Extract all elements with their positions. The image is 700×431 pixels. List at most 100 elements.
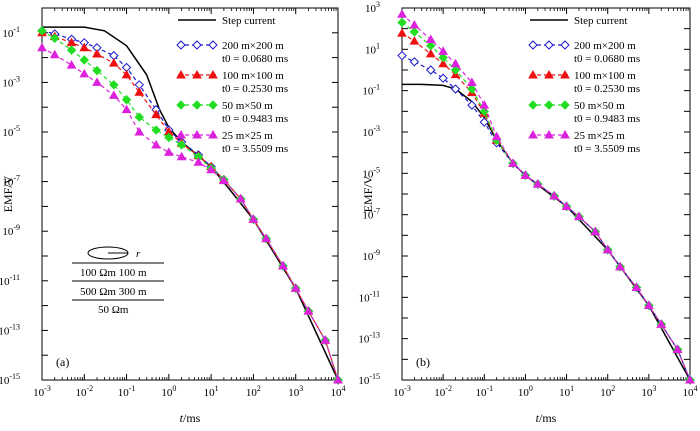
data-point [208, 69, 218, 79]
data-point [176, 151, 187, 161]
y-tick-base: 10 [0, 375, 10, 387]
data-point [685, 374, 695, 384]
y-tick-base: 10 [362, 86, 374, 98]
data-point [66, 45, 77, 55]
legend-item: 200 m×200 mt0 = 0.0680 ms [176, 40, 288, 65]
data-point [574, 211, 584, 221]
data-point [208, 40, 218, 50]
x-tick-base: 10 [434, 387, 446, 399]
data-point [426, 65, 436, 75]
data-point [508, 158, 518, 167]
series-step-current [402, 83, 691, 381]
data-point [192, 100, 202, 110]
data-point [544, 40, 554, 50]
y-tick-base: 10 [2, 28, 14, 40]
x-tick-exp: 0 [172, 384, 176, 393]
y-tick-exp: -5 [13, 124, 20, 133]
x-tick-exp: 0 [529, 384, 533, 393]
x-axis-label: t/ms [180, 411, 201, 425]
x-tick-base: 10 [559, 387, 571, 399]
layer-model-inset: r 100 Ωm 100 m 500 Ωm 300 m 50 Ωm [72, 246, 164, 316]
x-tick-label: 104 [331, 384, 346, 399]
legend-item: 50 m×50 mt0 = 0.9483 ms [528, 100, 640, 125]
legend-item: 25 m×25 mt0 = 3.5509 ms [176, 129, 288, 155]
y-tick-exp: -5 [373, 165, 380, 174]
data-point [108, 58, 119, 67]
x-tick-exp: -2 [86, 384, 93, 393]
data-point [425, 48, 436, 58]
plot-frame [41, 7, 339, 381]
legend-label: Step current [574, 15, 627, 27]
x-tick-exp: -2 [445, 384, 452, 393]
x-tick-base: 10 [204, 387, 216, 399]
data-point [479, 117, 489, 127]
legend-label: 25 m×25 m [574, 130, 625, 142]
x-tick-base: 10 [600, 387, 612, 399]
data-point [163, 147, 174, 156]
data-point [108, 90, 119, 99]
data-point [528, 40, 538, 50]
x-tick-exp: 3 [299, 384, 303, 393]
x-tick-label: 101 [204, 384, 219, 399]
data-point [615, 261, 625, 271]
x-tick-label: 10-2 [434, 384, 452, 399]
data-point [192, 69, 202, 79]
y-tick-exp: -9 [13, 223, 20, 232]
data-point [49, 49, 60, 59]
x-tick-exp: 1 [215, 384, 219, 393]
series-loop-3 [397, 17, 695, 385]
data-point [109, 80, 119, 90]
data-point [176, 69, 186, 79]
data-point [121, 104, 132, 114]
y-tick-base: 10 [0, 325, 10, 337]
series-loop-3 [37, 26, 343, 385]
y-tick-exp: -3 [13, 74, 20, 83]
panel-label: (b) [416, 355, 430, 369]
y-tick-label: 10-11 [0, 273, 20, 288]
x-tick-exp: 2 [611, 384, 615, 393]
data-point [450, 84, 461, 94]
series-line [401, 13, 691, 381]
series-line [41, 32, 339, 381]
x-tick-label: 10-1 [118, 384, 136, 399]
x-tick-base: 10 [288, 387, 300, 399]
data-point [92, 77, 102, 86]
data-point [528, 69, 538, 79]
y-tick-base: 10 [2, 177, 14, 189]
data-point [397, 17, 407, 28]
y-tick-base: 10 [2, 77, 14, 89]
data-point [192, 40, 202, 50]
y-tick-label: 10-13 [0, 322, 20, 337]
y-tick-exp: -13 [9, 322, 20, 331]
data-point [79, 55, 89, 65]
x-tick-label: 102 [246, 384, 261, 399]
y-tick-label: 10-13 [358, 331, 380, 346]
y-tick-exp: -11 [370, 289, 380, 298]
data-point [467, 84, 477, 94]
data-point [590, 226, 601, 236]
y-tick-base: 10 [365, 44, 377, 56]
legend-label: 200 m×200 m [222, 40, 284, 52]
data-point [37, 26, 47, 36]
series-loop-2 [37, 27, 343, 384]
y-tick-base: 10 [358, 375, 370, 387]
data-point [320, 335, 331, 344]
y-tick-label: 10-3 [2, 74, 20, 89]
legend-label: Step current [222, 15, 275, 27]
legend-sublabel: t0 = 0.9483 ms [574, 113, 640, 125]
x-tick-exp: 4 [342, 384, 346, 393]
y-tick-label: 103 [365, 0, 380, 15]
legend-sublabel: t0 = 0.2530 ms [222, 83, 288, 95]
data-point [467, 77, 477, 86]
data-point [121, 95, 132, 105]
data-point [219, 175, 229, 185]
series-loop-4 [397, 9, 695, 384]
y-axis-label: EMF/V [361, 175, 375, 212]
x-tick-exp: 2 [257, 384, 261, 393]
data-point [151, 139, 161, 149]
x-axis-var: t [180, 411, 184, 425]
layer-2-label: 500 Ωm 300 m [80, 286, 147, 298]
data-point [121, 69, 132, 79]
data-point [206, 164, 217, 174]
